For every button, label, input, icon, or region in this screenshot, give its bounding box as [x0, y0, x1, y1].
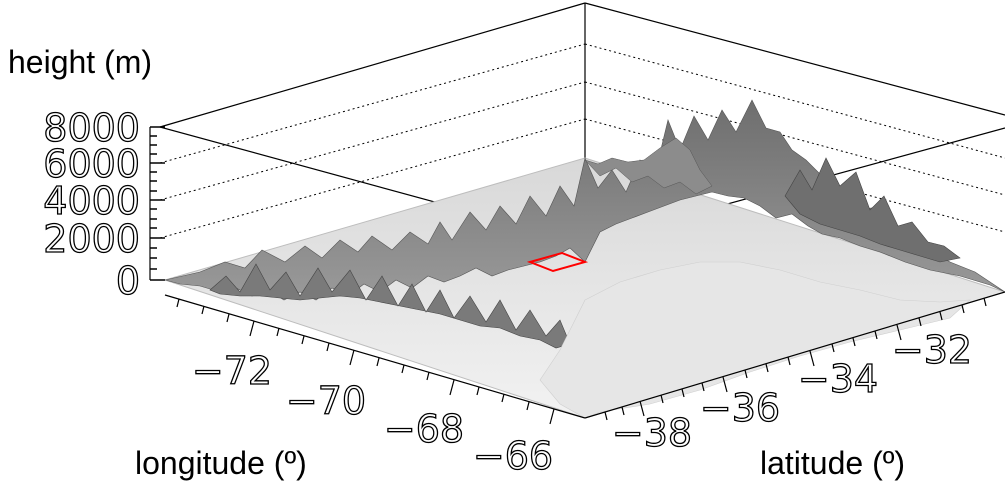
- y-tick-label: −34: [798, 357, 878, 401]
- terrain-lowland: [539, 261, 971, 419]
- terrain-peaks-west: [209, 263, 571, 349]
- y-tick-label: −38: [612, 411, 692, 455]
- z-tick-label: 8000: [43, 106, 140, 150]
- terrain-ridge-front: [164, 99, 1005, 301]
- x-axis-title: longitude (º): [135, 445, 307, 481]
- z-gridlines: [159, 43, 1005, 239]
- terrain-peaks-east: [784, 157, 961, 263]
- x-tick-label: −66: [473, 434, 553, 478]
- y-axis-title: latitude (º): [760, 445, 905, 481]
- z-axis-title: height (m): [8, 44, 152, 80]
- terrain-surface: [163, 99, 1005, 419]
- terrain-highland-north: [584, 137, 713, 195]
- x-tick-label: −70: [286, 379, 366, 423]
- z-tick-label: 0: [116, 259, 140, 303]
- y-tick-label: −36: [700, 386, 780, 430]
- x-tick-label: −72: [192, 349, 272, 393]
- y-tick-label: −32: [892, 328, 972, 372]
- z-axis: [149, 126, 165, 281]
- x-tick-label: −68: [384, 407, 464, 451]
- z-tick-label: 4000: [43, 179, 140, 223]
- z-tick-labels: 8000 6000 4000 2000 0: [43, 105, 141, 303]
- y-tick-labels: −38 −36 −34 −32: [611, 327, 973, 455]
- x-tick-labels: −72 −70 −68 −66: [191, 348, 554, 478]
- x-axis: [164, 294, 586, 425]
- z-tick-label: 2000: [43, 217, 140, 261]
- y-axis: [584, 291, 1005, 421]
- study-area-marker: [526, 251, 589, 273]
- z-tick-label: 6000: [43, 142, 140, 186]
